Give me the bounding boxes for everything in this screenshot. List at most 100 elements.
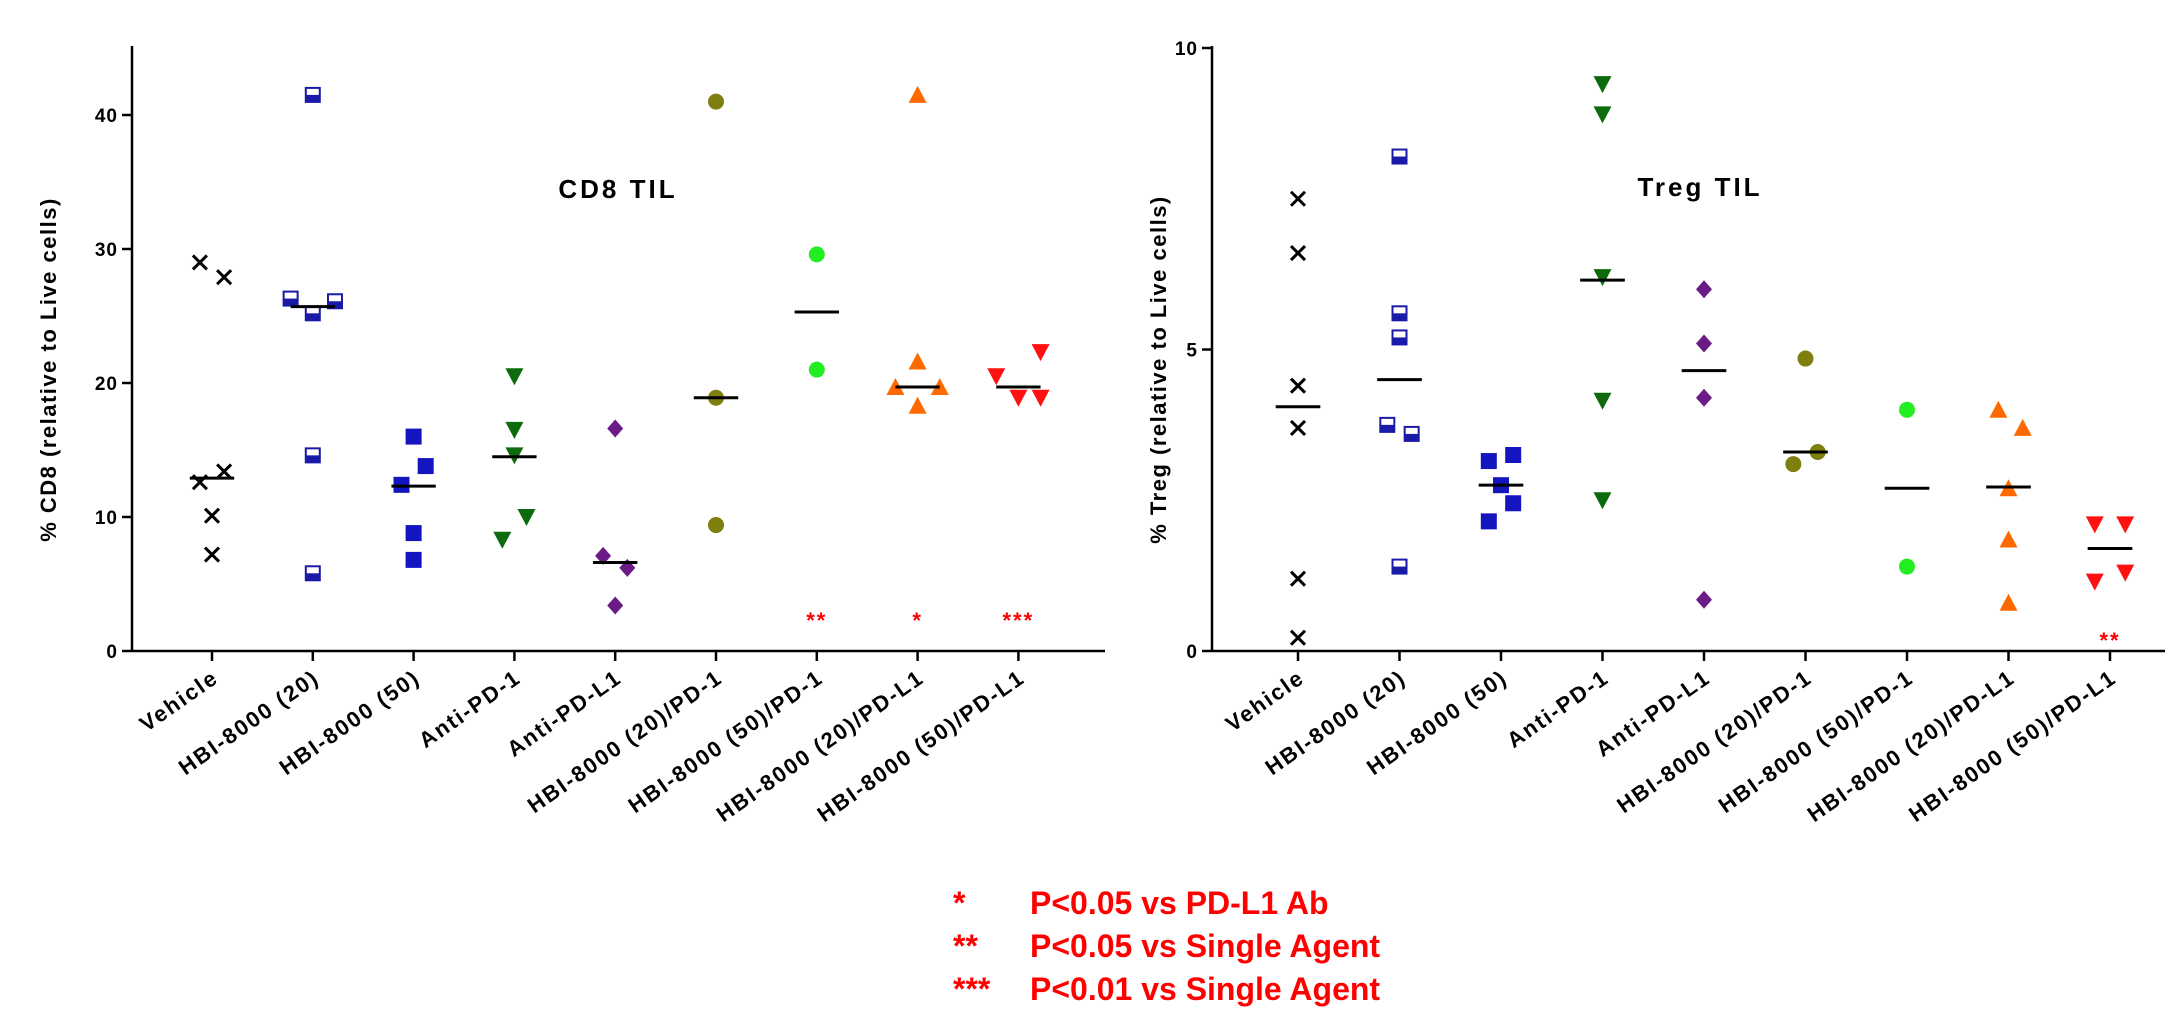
data-point-hbi-8000-50-pd-l1 (2116, 516, 2135, 534)
data-point-anti-pd-l1 (607, 596, 624, 615)
data-point-hbi-8000-20 (304, 447, 321, 464)
x-tick-label-hbi-8000-20-pd-1: HBI-8000 (20)/PD-1 (523, 665, 727, 818)
data-point-hbi-8000-20-pd-l1 (908, 85, 927, 103)
data-point-hbi-8000-20 (304, 86, 321, 103)
data-point-hbi-8000-50-pd-1 (1899, 558, 1915, 575)
data-point-hbi-8000-20-pd-1 (708, 93, 724, 110)
data-point-vehicle (203, 546, 221, 563)
data-point-hbi-8000-50 (1505, 447, 1522, 464)
data-point-hbi-8000-50-pd-1 (808, 361, 825, 378)
data-point-hbi-8000-50-pd-l1 (2116, 564, 2135, 582)
data-point-hbi-8000-20 (1391, 329, 1408, 346)
data-point-vehicle (216, 463, 233, 480)
legend-text: P<0.05 vs Single Agent (1030, 928, 1380, 964)
data-point-hbi-8000-50 (1505, 495, 1522, 512)
data-point-hbi-8000-50-pd-1 (1899, 401, 1915, 418)
data-point-anti-pd-l1 (1696, 388, 1712, 407)
significance-legend: * P<0.05 vs PD-L1 Ab ** P<0.05 vs Single Ag… (953, 885, 1380, 1007)
legend-text: P<0.05 vs PD-L1 Ab (1030, 885, 1329, 921)
y-tick-label: 0 (1186, 642, 1198, 663)
data-point-hbi-8000-50-pd-1 (808, 246, 825, 263)
legend-text: P<0.01 vs Single Agent (1030, 971, 1380, 1007)
data-point-anti-pd-1 (1593, 392, 1612, 410)
data-point-vehicle (216, 269, 233, 286)
data-point-hbi-8000-50 (417, 458, 434, 475)
cd8-til-panel: 0 10 20 30 40 % CD8 (relative to Live cells) C… (36, 46, 1105, 827)
y-tick-label: 0 (106, 642, 118, 663)
data-point-vehicle (1289, 190, 1307, 207)
y-axis-title: % Treg (relative to Live cells) (1146, 195, 1171, 544)
data-point-hbi-8000-20 (304, 565, 321, 582)
data-point-hbi-8000-20 (282, 290, 299, 307)
data-point-hbi-8000-20-pd-1 (1797, 350, 1814, 367)
data-point-vehicle (1289, 570, 1307, 587)
data-point-anti-pd-1 (505, 421, 524, 439)
data-point-anti-pd-1 (1593, 269, 1612, 287)
significance-mark-hbi-8000-50-pd-l1: *** (1003, 608, 1035, 633)
data-point-hbi-8000-20-pd-l1 (908, 352, 927, 370)
legend-mark: ** (953, 928, 978, 964)
data-point-hbi-8000-50 (405, 428, 422, 445)
data-point-anti-pd-l1 (1696, 590, 1712, 609)
significance-mark-hbi-8000-50-pd-l1: ** (2099, 628, 2120, 653)
data-point-hbi-8000-20-pd-l1 (1999, 593, 2018, 611)
treg-til-panel: 0 5 10 % Treg (relative to Live cells) Treg … (1146, 39, 2165, 827)
data-point-anti-pd-1 (505, 368, 524, 386)
chart-title: Treg TIL (1637, 172, 1762, 202)
data-point-hbi-8000-20 (1403, 425, 1420, 442)
data-point-vehicle (1289, 419, 1307, 436)
y-tick-label: 30 (95, 240, 118, 261)
data-point-vehicle (1289, 244, 1307, 262)
data-point-anti-pd-1 (1593, 492, 1612, 510)
data-point-anti-pd-l1 (1696, 334, 1712, 353)
data-point-vehicle (191, 254, 208, 271)
legend-mark: * (953, 885, 966, 921)
x-tick-label-vehicle: Vehicle (1221, 665, 1309, 737)
data-point-anti-pd-l1 (607, 419, 624, 438)
y-tick-label: 10 (1175, 39, 1198, 60)
data-point-hbi-8000-50-pd-l1 (1031, 344, 1050, 362)
data-point-hbi-8000-50-pd-l1 (1009, 389, 1028, 407)
data-point-vehicle (203, 507, 221, 524)
y-tick-label: 40 (95, 106, 118, 127)
data-point-hbi-8000-20-pd-l1 (1999, 530, 2018, 548)
significance-mark-hbi-8000-20-pd-l1: * (912, 608, 923, 633)
x-tick-label-hbi-8000-50-pd-1: HBI-8000 (50)/PD-1 (624, 665, 828, 818)
data-point-hbi-8000-50 (405, 551, 422, 568)
data-point-vehicle (1289, 629, 1307, 646)
x-tick-label-vehicle: Vehicle (135, 665, 223, 737)
data-point-hbi-8000-20 (326, 293, 343, 310)
significance-mark-hbi-8000-50-pd-1: ** (806, 608, 827, 633)
data-point-vehicle (1289, 377, 1307, 394)
y-axis-title: % CD8 (relative to Live cells) (36, 197, 61, 542)
legend-mark: *** (953, 971, 991, 1007)
data-point-hbi-8000-20-pd-l1 (2013, 418, 2032, 436)
data-point-anti-pd-1 (1593, 106, 1612, 124)
x-tick-label-hbi-8000-20-pd-1: HBI-8000 (20)/PD-1 (1612, 665, 1816, 818)
data-point-anti-pd-1 (493, 531, 512, 549)
data-point-hbi-8000-50 (1480, 453, 1497, 470)
data-point-hbi-8000-20 (1391, 305, 1408, 322)
y-tick-label: 10 (95, 508, 118, 529)
data-point-hbi-8000-20-pd-l1 (1989, 400, 2008, 418)
data-point-anti-pd-1 (517, 509, 536, 526)
data-point-hbi-8000-20-pd-1 (1785, 456, 1802, 473)
y-tick-label: 5 (1186, 341, 1198, 362)
data-point-hbi-8000-50-pd-l1 (2085, 573, 2104, 591)
data-point-hbi-8000-20-pd-1 (708, 517, 724, 534)
chart-title: CD8 TIL (558, 174, 677, 204)
data-point-hbi-8000-20 (1391, 148, 1408, 165)
data-point-hbi-8000-20 (1391, 558, 1408, 575)
data-point-hbi-8000-20 (304, 305, 321, 322)
y-tick-label: 20 (95, 374, 118, 395)
data-point-hbi-8000-50-pd-l1 (987, 368, 1006, 386)
data-point-hbi-8000-50 (1480, 513, 1497, 530)
data-point-hbi-8000-50-pd-l1 (2085, 516, 2104, 534)
data-point-anti-pd-l1 (595, 546, 612, 565)
data-point-hbi-8000-50-pd-l1 (1031, 389, 1050, 407)
data-point-hbi-8000-20 (1379, 416, 1396, 433)
data-point-hbi-8000-50 (405, 525, 422, 542)
data-point-anti-pd-l1 (1696, 280, 1712, 299)
x-tick-label-hbi-8000-50-pd-1: HBI-8000 (50)/PD-1 (1714, 665, 1918, 818)
